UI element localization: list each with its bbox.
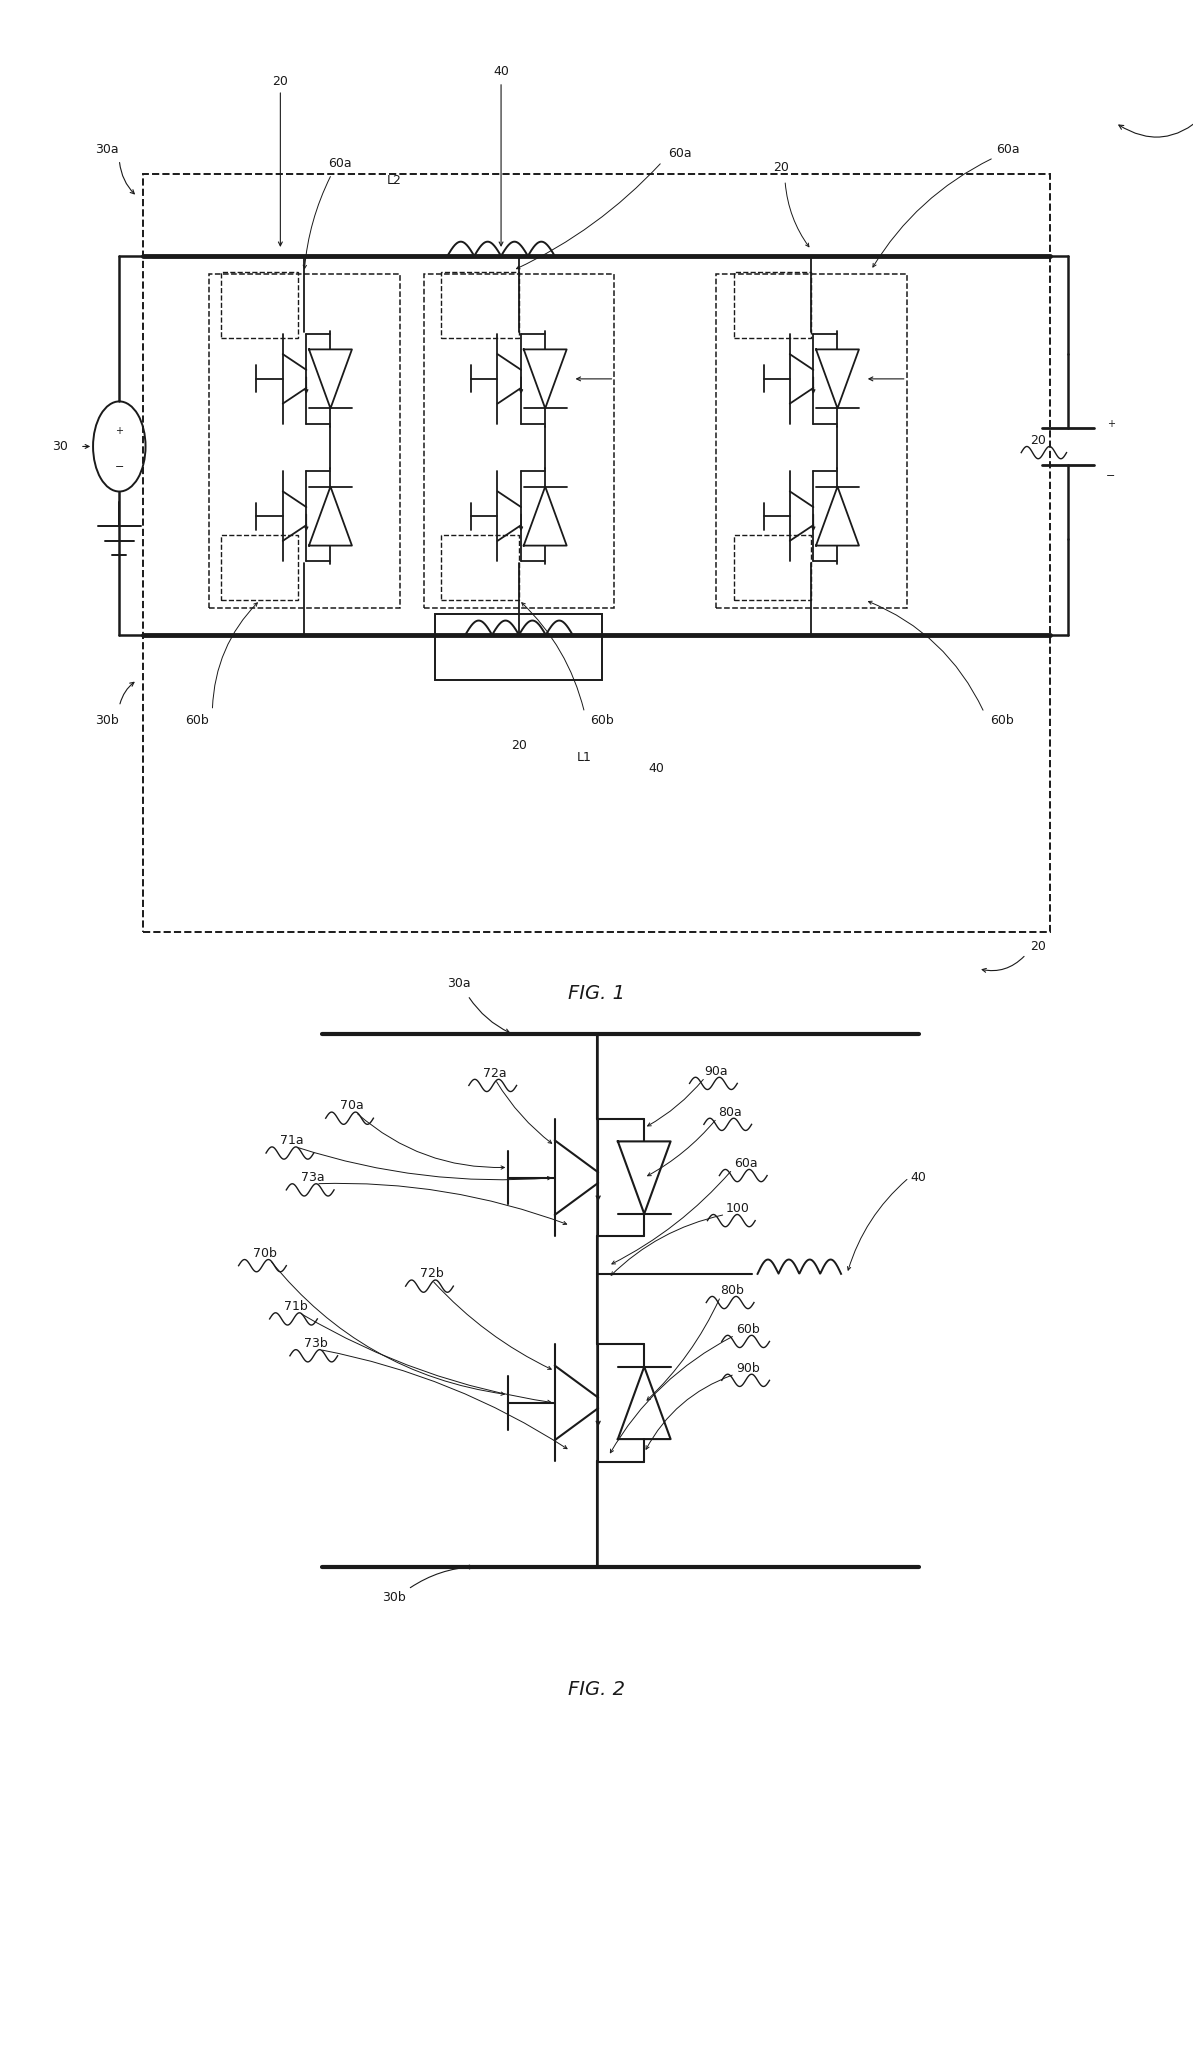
Text: 60b: 60b bbox=[736, 1323, 760, 1335]
Text: 20: 20 bbox=[773, 162, 790, 174]
Text: +: + bbox=[116, 426, 123, 436]
Text: L2: L2 bbox=[387, 174, 401, 186]
Bar bbox=[221, 535, 298, 600]
Text: 30b: 30b bbox=[95, 715, 119, 727]
Text: 40: 40 bbox=[493, 66, 509, 78]
Text: FIG. 2: FIG. 2 bbox=[568, 1679, 625, 1700]
Text: 30: 30 bbox=[51, 440, 68, 453]
Text: 30a: 30a bbox=[447, 977, 471, 989]
Text: 80a: 80a bbox=[718, 1106, 742, 1118]
Text: 60a: 60a bbox=[734, 1157, 758, 1169]
Text: 60a: 60a bbox=[328, 158, 352, 170]
Text: −: − bbox=[1106, 471, 1115, 481]
Text: 20: 20 bbox=[511, 739, 527, 752]
Text: 72b: 72b bbox=[420, 1268, 444, 1280]
Bar bbox=[716, 274, 907, 608]
Text: 30b: 30b bbox=[382, 1591, 406, 1604]
Text: 70b: 70b bbox=[253, 1247, 277, 1260]
Text: 73a: 73a bbox=[301, 1171, 324, 1184]
Text: 20: 20 bbox=[1030, 434, 1046, 446]
Text: 60a: 60a bbox=[996, 143, 1020, 156]
Bar bbox=[143, 174, 1050, 932]
Text: +: + bbox=[1107, 420, 1114, 430]
Text: −: − bbox=[115, 461, 124, 471]
Bar bbox=[209, 274, 400, 608]
Text: 20: 20 bbox=[1030, 940, 1046, 952]
Text: 90a: 90a bbox=[704, 1065, 728, 1077]
Text: 90b: 90b bbox=[736, 1362, 760, 1374]
Bar bbox=[441, 535, 519, 600]
Bar bbox=[424, 274, 614, 608]
Text: 100: 100 bbox=[725, 1202, 749, 1214]
Text: 40: 40 bbox=[648, 762, 665, 774]
Text: 72a: 72a bbox=[483, 1067, 507, 1079]
Text: 60b: 60b bbox=[591, 715, 614, 727]
Text: FIG. 1: FIG. 1 bbox=[568, 983, 625, 1004]
Bar bbox=[221, 272, 298, 338]
Text: 60b: 60b bbox=[185, 715, 209, 727]
Text: 70a: 70a bbox=[340, 1100, 364, 1112]
Bar bbox=[441, 272, 519, 338]
Bar bbox=[734, 535, 811, 600]
Text: 60b: 60b bbox=[990, 715, 1014, 727]
Text: 60a: 60a bbox=[668, 147, 692, 160]
Text: 20: 20 bbox=[272, 76, 289, 88]
Bar bbox=[734, 272, 811, 338]
Text: 80b: 80b bbox=[721, 1284, 744, 1296]
Text: L1: L1 bbox=[577, 752, 592, 764]
Text: 71a: 71a bbox=[280, 1135, 304, 1147]
Bar bbox=[435, 614, 602, 680]
Text: 73b: 73b bbox=[304, 1337, 328, 1350]
Text: 71b: 71b bbox=[284, 1300, 308, 1313]
Text: 30a: 30a bbox=[95, 143, 119, 156]
Text: 40: 40 bbox=[910, 1171, 927, 1184]
